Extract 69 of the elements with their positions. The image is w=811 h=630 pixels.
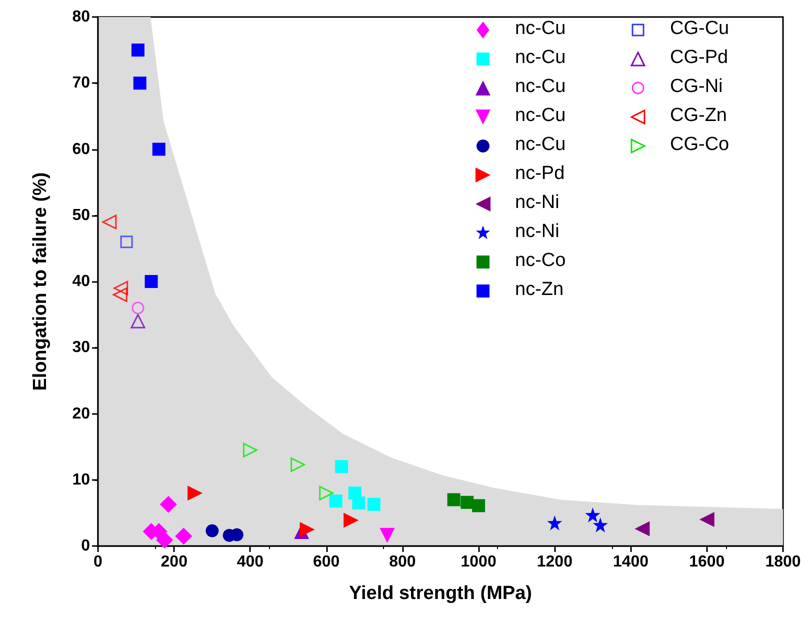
- point: [335, 460, 348, 474]
- x-tick-label: 600: [312, 554, 340, 570]
- y-tick-label: 40: [72, 273, 90, 290]
- legend-label: CG-Zn: [670, 105, 727, 126]
- point: [352, 496, 366, 510]
- point: [120, 236, 133, 248]
- legend-label: CG-Cu: [670, 18, 730, 39]
- y-tick-label: 20: [72, 405, 90, 422]
- x-axis-title: Yield strength (MPa): [349, 583, 532, 604]
- point: [344, 512, 359, 528]
- x-tick-label: 800: [389, 554, 416, 570]
- point: [319, 486, 334, 500]
- legend-label: CG-Co: [670, 134, 730, 155]
- x-tick-label: 1200: [536, 554, 573, 570]
- point: [367, 498, 380, 511]
- x-tick-label: 200: [160, 554, 188, 570]
- point: [329, 494, 342, 508]
- point: [152, 142, 166, 156]
- y-tick-label: 50: [72, 206, 90, 224]
- point: [132, 302, 144, 314]
- legend-label: nc-Cu: [515, 18, 566, 39]
- legend-label: CG-Pd: [670, 47, 728, 68]
- point: [130, 314, 146, 328]
- point: [380, 528, 395, 543]
- legend-label: nc-Pd: [515, 163, 565, 184]
- point: [447, 493, 460, 506]
- legend-label: nc-Cu: [515, 47, 566, 68]
- point: [300, 522, 315, 537]
- x-tick-label: 0: [94, 554, 103, 570]
- point: [547, 515, 562, 530]
- point: [144, 275, 158, 288]
- x-tick-label: 1800: [765, 554, 801, 570]
- y-tick-label: 60: [72, 140, 90, 158]
- legend-label: nc-Cu: [515, 105, 566, 126]
- point: [114, 280, 128, 296]
- legend-label: CG-Ni: [670, 76, 723, 97]
- point: [131, 44, 144, 57]
- x-tick-label: 400: [236, 554, 264, 570]
- legend-label: nc-Ni: [515, 221, 560, 242]
- point: [634, 521, 650, 536]
- point: [102, 214, 117, 230]
- point: [290, 457, 306, 472]
- point: [592, 517, 608, 532]
- point: [175, 528, 192, 545]
- y-axis-title: Elongation to failure (%): [30, 172, 51, 391]
- y-tick-label: 80: [72, 8, 90, 26]
- point: [460, 496, 474, 509]
- y-tick-label: 70: [72, 74, 90, 92]
- legend-label: nc-Co: [515, 250, 566, 271]
- point: [188, 486, 203, 501]
- legend-label: nc-Cu: [515, 134, 566, 155]
- point: [585, 507, 600, 522]
- x-tick-label: 1000: [460, 554, 496, 570]
- legend-label: nc-Ni: [515, 192, 560, 213]
- point: [133, 76, 146, 90]
- point: [206, 524, 219, 538]
- legend-label: nc-Zn: [515, 279, 564, 300]
- point: [160, 496, 177, 513]
- y-tick-label: 0: [81, 538, 90, 554]
- point: [699, 512, 714, 528]
- point: [472, 499, 486, 512]
- y-tick-label: 10: [72, 471, 90, 488]
- point: [112, 287, 128, 302]
- point: [242, 442, 258, 458]
- point: [156, 532, 174, 549]
- y-tick-label: 30: [72, 339, 90, 356]
- x-tick-label: 1600: [689, 554, 725, 570]
- x-tick-label: 1400: [612, 554, 649, 570]
- legend-label: nc-Cu: [515, 76, 566, 97]
